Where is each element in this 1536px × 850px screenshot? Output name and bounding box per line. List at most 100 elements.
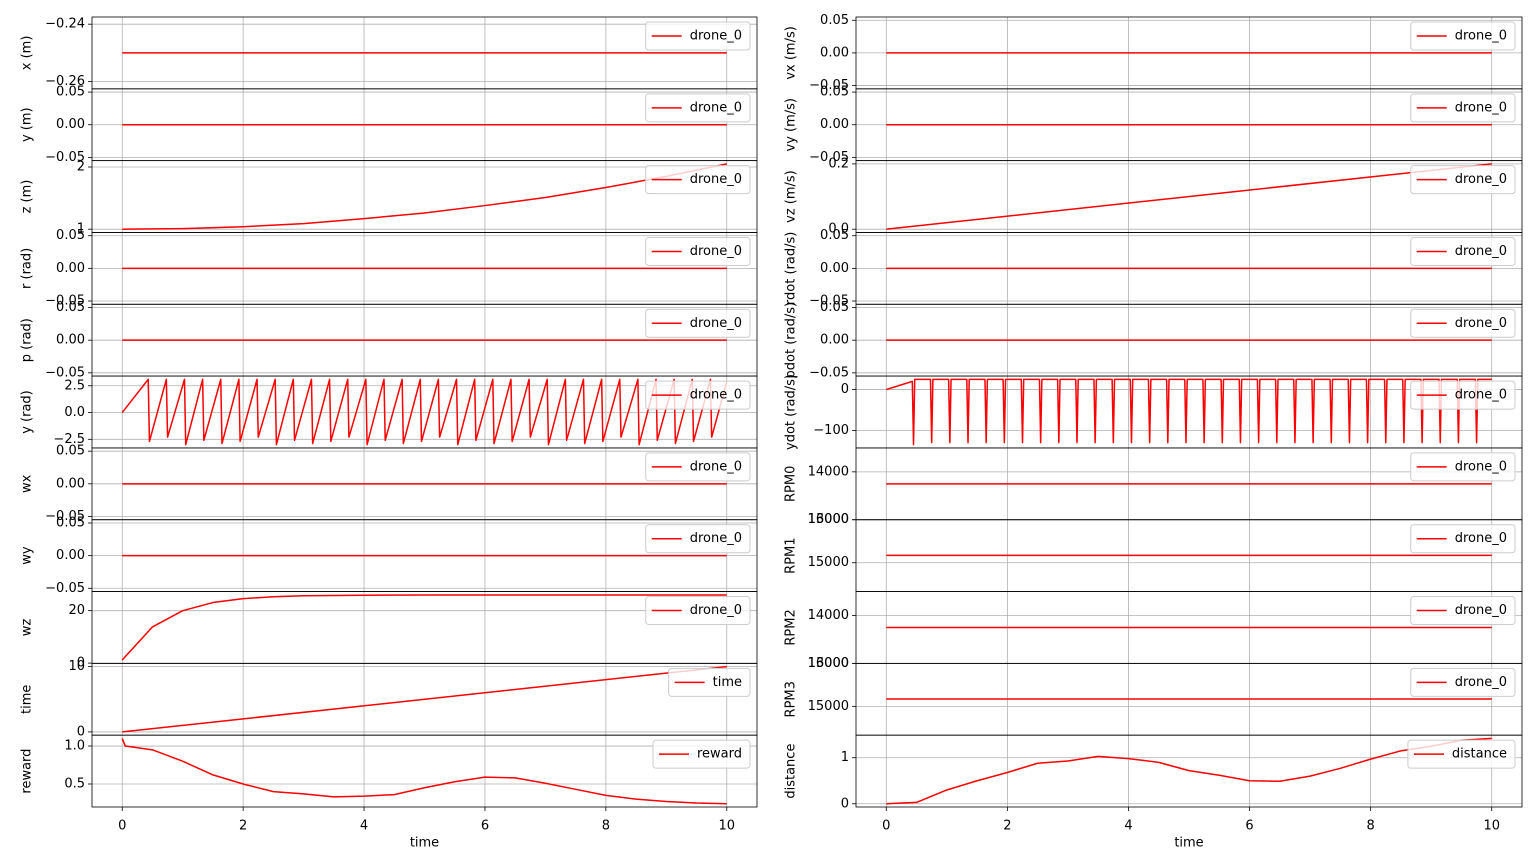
- panel: −0.05 0.00 0.05 vx (m/s): [784, 13, 1522, 93]
- panel: −0.05 0.00 0.05 pdot (rad/s): [784, 300, 1522, 380]
- y-axis-label: wz: [20, 619, 35, 637]
- panel: −0.05 0.00 0.05 r (rad): [20, 228, 757, 309]
- legend: distance: [1407, 739, 1516, 769]
- x-tick-label: 0: [118, 819, 126, 834]
- y-tick-label: −0.05: [45, 150, 85, 165]
- y-tick-label: 0.0: [828, 222, 849, 237]
- y-axis-label: RPM3: [784, 681, 799, 717]
- y-tick-label: −0.05: [809, 365, 849, 380]
- y-tick-label: −2.5: [53, 432, 85, 447]
- y-tick-label: −0.05: [809, 150, 849, 165]
- x-tick-label: 4: [360, 819, 368, 834]
- axes-frame: [855, 734, 1523, 808]
- y-tick-label: 0.0: [64, 405, 85, 420]
- y-tick-label: 2: [77, 160, 85, 175]
- legend-label: drone_0: [690, 388, 742, 403]
- legend: drone_0: [645, 308, 751, 338]
- panel: −0.05 0.00 0.05 rdot (rad/s): [784, 228, 1522, 309]
- x-tick-label: 10: [718, 819, 735, 834]
- legend-box: [645, 596, 751, 626]
- x-tick-label: 0: [882, 819, 890, 834]
- panel: 0.5 1.0 0 2 4 6 8 10 time reward: [20, 735, 757, 850]
- legend: drone_0: [645, 165, 751, 195]
- legend-label: time: [713, 675, 742, 690]
- panel: −0.05 0.00 0.05 y (m): [20, 85, 757, 165]
- y-tick-label: 13000: [808, 512, 849, 527]
- x-axis-label: time: [410, 836, 439, 850]
- y-axis-label: reward: [20, 749, 35, 794]
- y-axis-label: distance: [784, 744, 799, 799]
- y-axis-label: y (m): [20, 107, 35, 142]
- legend-label: drone_0: [690, 459, 742, 474]
- panel: 0.0 0.2 vz (m/s): [784, 156, 1522, 237]
- y-tick-label: 0.00: [56, 476, 85, 491]
- x-tick-label: 2: [1003, 819, 1011, 834]
- legend-label: drone_0: [690, 316, 742, 331]
- y-tick-label: 16000: [808, 656, 849, 671]
- data-line: [121, 594, 727, 661]
- y-tick-label: 0: [841, 382, 849, 397]
- legend: time: [668, 667, 751, 697]
- x-tick-label: 6: [481, 819, 489, 834]
- legend: drone_0: [1410, 452, 1516, 482]
- legend-label: drone_0: [1455, 675, 1507, 690]
- y-axis-label: time: [20, 685, 35, 714]
- y-axis-label: RPM0: [784, 466, 799, 502]
- y-tick-label: −0.05: [45, 294, 85, 309]
- legend-box: [1410, 308, 1516, 338]
- legend-label: drone_0: [690, 29, 742, 44]
- y-tick-label: 0.00: [820, 261, 849, 276]
- legend: drone_0: [645, 236, 751, 266]
- y-tick-label: −0.05: [45, 581, 85, 596]
- legend: drone_0: [1410, 596, 1516, 626]
- y-tick-label: 1: [841, 750, 849, 765]
- panel: −0.05 0.00 0.05 vy (m/s): [784, 85, 1522, 165]
- legend-box: [1410, 21, 1516, 51]
- y-tick-label: −0.05: [45, 509, 85, 524]
- y-axis-label: p (rad): [20, 318, 35, 362]
- legend-label: reward: [697, 747, 742, 762]
- y-tick-label: 16000: [808, 512, 849, 527]
- legend-box: [1410, 380, 1516, 410]
- y-tick-label: 10: [68, 659, 85, 674]
- y-tick-label: 0.05: [56, 444, 85, 459]
- data-line: [886, 378, 1492, 446]
- legend-label: drone_0: [1455, 459, 1507, 474]
- legend: drone_0: [645, 21, 751, 51]
- y-tick-label: 14000: [808, 608, 849, 623]
- y-tick-label: −0.26: [45, 74, 85, 89]
- legend: drone_0: [1410, 308, 1516, 338]
- y-tick-label: 0.05: [820, 85, 849, 100]
- legend-label: drone_0: [690, 244, 742, 259]
- y-tick-label: 1: [77, 222, 85, 237]
- y-tick-label: 0.05: [820, 228, 849, 243]
- data-line: [122, 665, 727, 733]
- panel: −0.05 0.00 0.05 p (rad): [20, 300, 757, 380]
- y-tick-label: 0.05: [820, 13, 849, 28]
- y-tick-label: 0.00: [820, 117, 849, 132]
- axes-frame: [91, 734, 758, 808]
- legend: drone_0: [1410, 380, 1516, 410]
- y-tick-label: −0.24: [45, 17, 85, 32]
- legend-label: drone_0: [1455, 244, 1507, 259]
- y-tick-label: 0.00: [56, 261, 85, 276]
- legend-label: drone_0: [1455, 603, 1507, 618]
- y-tick-label: 13000: [808, 656, 849, 671]
- legend: drone_0: [1410, 524, 1516, 554]
- legend-box: [1410, 93, 1516, 123]
- legend-box: [668, 667, 751, 697]
- y-axis-label: wy: [20, 546, 35, 565]
- legend-label: drone_0: [690, 172, 742, 187]
- y-tick-label: 0.2: [828, 156, 849, 171]
- legend: drone_0: [1410, 21, 1516, 51]
- legend: drone_0: [1410, 236, 1516, 266]
- legend-label: drone_0: [1455, 531, 1507, 546]
- y-axis-label: ydot (rad/s): [784, 374, 799, 450]
- y-axis-label: z (m): [20, 180, 35, 214]
- legend: drone_0: [645, 380, 751, 410]
- y-tick-label: 14000: [808, 464, 849, 479]
- y-axis-label: vz (m/s): [784, 170, 799, 223]
